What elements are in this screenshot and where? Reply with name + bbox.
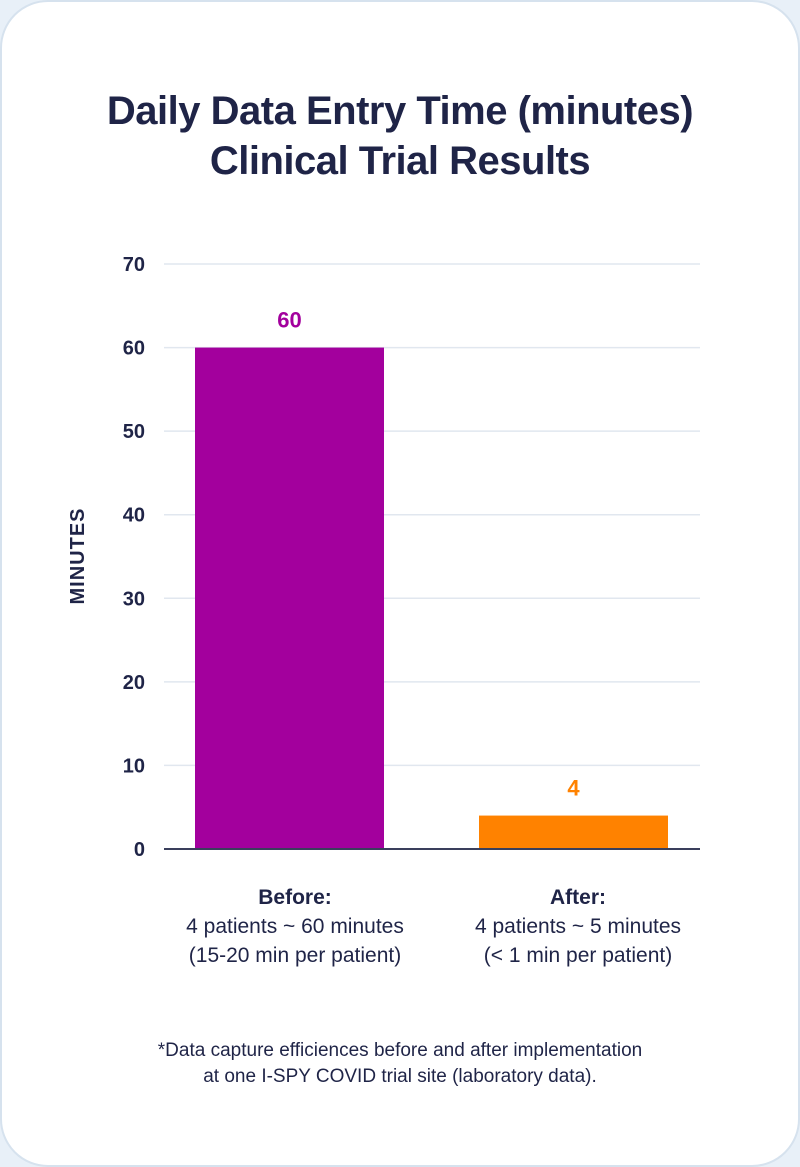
category-after-line-2: (< 1 min per patient) [483,944,673,967]
category-after-head: After: [550,886,606,909]
footnote: *Data capture efficiences before and aft… [0,1038,800,1090]
y-tick-label: 70 [123,254,145,276]
bar [195,347,384,849]
data-labels: 60 4 [277,308,580,801]
category-after-line-1: 4 patients ~ 5 minutes [474,915,682,938]
chart-title-line-1: Daily Data Entry Time (minutes) [106,89,694,133]
y-tick-label: 0 [134,839,145,861]
y-tick-label: 30 [123,588,145,610]
footnote-line-1: *Data capture efficiences before and aft… [157,1040,643,1061]
y-tick-label: 40 [123,505,145,527]
category-label-before: Before: 4 patients ~ 60 minutes (15-20 m… [145,883,445,970]
y-tick-label: 10 [123,755,145,777]
chart-title: Daily Data Entry Time (minutes) Clinical… [0,86,800,186]
bars [195,347,668,849]
bar-value-label: 4 [567,776,580,801]
category-before-head: Before: [258,886,332,909]
bar-value-label: 60 [277,308,301,333]
category-before-line-1: 4 patients ~ 60 minutes [186,915,404,938]
chart-title-line-2: Clinical Trial Results [209,139,591,183]
footnote-line-2: at one I-SPY COVID trial site (laborator… [203,1066,597,1087]
y-tick-label: 60 [123,338,145,360]
y-axis-label: MINUTES [67,508,89,605]
bar [479,815,668,849]
y-tick-label: 20 [123,672,145,694]
y-axis-ticks: 0 10 20 30 40 50 60 70 [123,254,145,861]
category-label-after: After: 4 patients ~ 5 minutes (< 1 min p… [428,883,728,970]
y-tick-label: 50 [123,421,145,443]
category-before-line-2: (15-20 min per patient) [188,944,402,967]
